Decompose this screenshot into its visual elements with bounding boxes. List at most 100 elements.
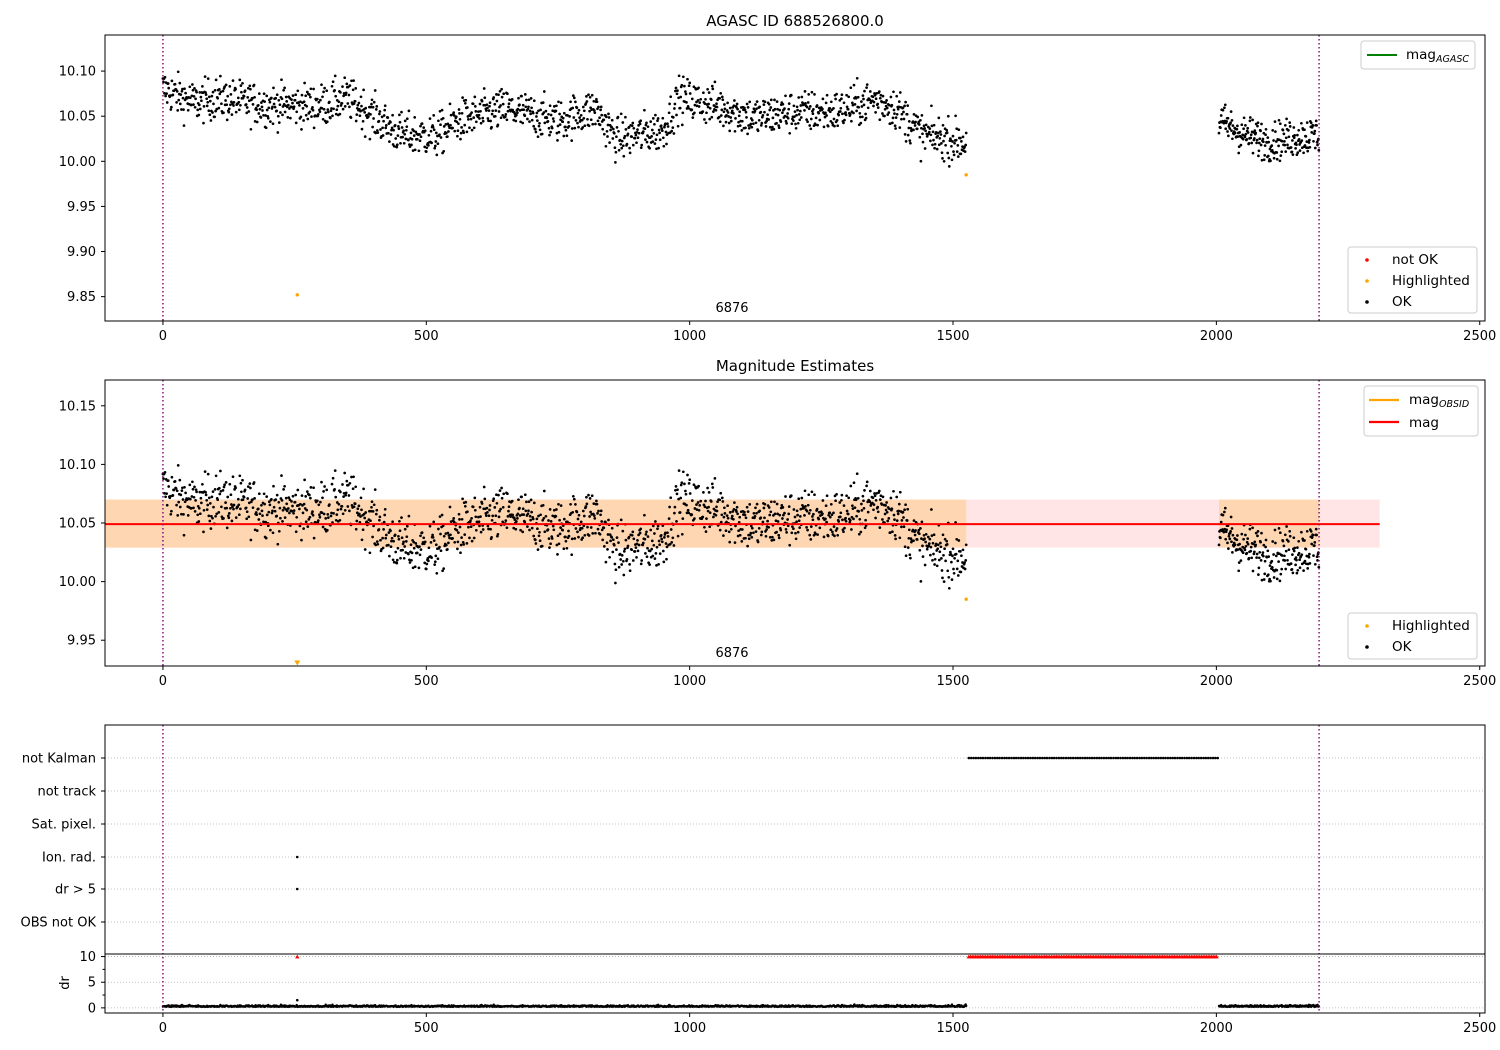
x-tick-label: 2000 (1200, 329, 1233, 344)
ok-point (420, 122, 424, 125)
ok-point (1239, 143, 1243, 147)
ok-point (433, 563, 437, 566)
ok-point (638, 531, 642, 535)
ok-point (1287, 129, 1290, 132)
ok-point (497, 493, 500, 497)
ok-point (803, 514, 806, 517)
ok-point (919, 580, 923, 583)
ok-point (1236, 534, 1239, 537)
ok-point (955, 537, 959, 541)
ok-point (671, 536, 675, 540)
ok-point (369, 105, 373, 109)
ok-point (499, 116, 503, 120)
ok-point (256, 103, 260, 107)
ok-point (403, 545, 407, 548)
ok-point (806, 528, 809, 532)
ok-point (497, 93, 500, 97)
ok-point (227, 107, 231, 111)
ok-point (1244, 132, 1248, 136)
ok-point (874, 111, 877, 114)
ok-point (564, 125, 567, 129)
ok-point (763, 502, 767, 506)
ok-point (278, 103, 282, 107)
ok-point (853, 506, 857, 510)
ok-point (783, 511, 786, 515)
ok-point (681, 111, 685, 115)
ok-point (886, 113, 890, 116)
ok-point (263, 100, 266, 103)
ok-point (350, 79, 353, 83)
y-tick-label: 10.05 (59, 110, 96, 125)
ok-point (768, 535, 772, 539)
ok-point (720, 513, 724, 517)
ok-point (808, 105, 812, 108)
ok-point (223, 85, 226, 89)
ok-point (210, 94, 214, 98)
ok-point (712, 515, 715, 519)
ok-point (957, 128, 961, 132)
ok-point (275, 493, 279, 497)
ok-point (211, 90, 215, 94)
ok-point (598, 532, 602, 536)
ok-point (588, 515, 591, 518)
ok-point (413, 148, 417, 152)
legend-mag-agasc-sub: AGASC (1435, 54, 1469, 65)
ok-point (504, 519, 508, 522)
ok-point (369, 509, 373, 513)
ok-point (1217, 543, 1221, 547)
ok-point (208, 519, 212, 523)
ok-point (687, 84, 691, 88)
ok-point (387, 543, 390, 547)
ok-point (912, 539, 915, 543)
ok-point (919, 118, 922, 122)
ok-point (275, 514, 279, 518)
ok-point (733, 99, 736, 102)
ok-point (1246, 537, 1250, 540)
ok-point (397, 127, 401, 131)
ok-point (388, 554, 391, 558)
ok-point (478, 524, 481, 528)
ok-point (915, 127, 919, 131)
ok-point (792, 119, 795, 122)
ok-point (219, 74, 222, 78)
ok-point (196, 108, 200, 112)
ok-point (789, 93, 793, 97)
flag-mark (1105, 756, 1108, 760)
ok-point (1242, 116, 1246, 120)
ok-point (405, 125, 409, 129)
ok-point (759, 533, 763, 537)
ok-point (767, 102, 771, 106)
flag-mark (1216, 756, 1219, 760)
ok-point (211, 490, 215, 493)
ok-point (565, 546, 569, 550)
ok-point (558, 518, 561, 522)
ok-point (177, 500, 181, 504)
ok-point (1292, 549, 1296, 553)
ok-point (393, 533, 397, 537)
ok-point (1304, 547, 1308, 551)
ok-point (1257, 149, 1261, 153)
ok-point (247, 110, 251, 113)
ok-point (1294, 556, 1298, 559)
ok-point (460, 111, 464, 115)
ok-point (384, 533, 388, 537)
ok-point (1219, 126, 1222, 130)
ok-point (253, 528, 257, 532)
ok-point (709, 98, 713, 101)
ok-point (342, 94, 345, 98)
ok-point (1257, 566, 1261, 570)
ok-point (648, 563, 651, 566)
ok-point (346, 505, 350, 508)
ok-point (537, 109, 540, 113)
ok-point (301, 107, 305, 110)
ok-point (581, 126, 585, 129)
ok-point (191, 487, 195, 491)
ok-point (488, 508, 491, 512)
ok-point (795, 520, 798, 524)
ok-point (193, 485, 196, 489)
ok-point (842, 504, 846, 507)
ok-point (904, 100, 907, 104)
ok-point (797, 113, 801, 116)
ok-point (392, 128, 395, 132)
ok-point (251, 506, 255, 510)
